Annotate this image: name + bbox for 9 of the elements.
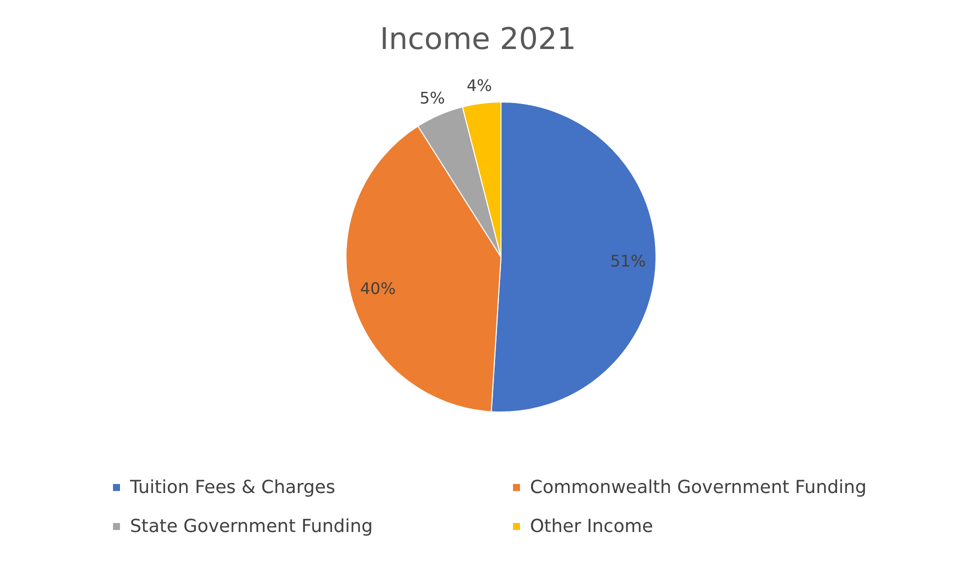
legend-label: Other Income	[530, 516, 654, 537]
legend-label: Tuition Fees & Charges	[130, 477, 336, 498]
legend-label: State Government Funding	[130, 516, 373, 537]
data-label: 5%	[420, 88, 445, 108]
data-label: 51%	[610, 251, 646, 270]
chart-title: Income 2021	[378, 21, 578, 59]
data-label: 40%	[360, 279, 396, 298]
legend-label: Commonwealth Government Funding	[530, 477, 867, 498]
data-label: 4%	[466, 76, 492, 95]
